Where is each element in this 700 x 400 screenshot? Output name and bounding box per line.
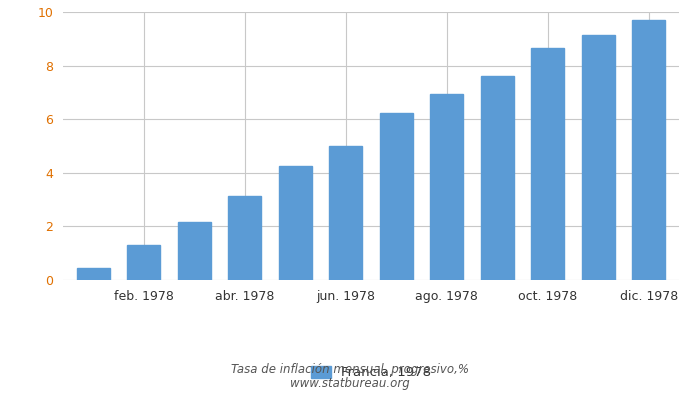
Bar [481, 76, 514, 280]
Text: Tasa de inflación mensual, progresivo,%: Tasa de inflación mensual, progresivo,% [231, 364, 469, 376]
Bar [228, 196, 261, 280]
Bar [531, 48, 564, 280]
Bar [430, 94, 463, 280]
Legend: Francia, 1978: Francia, 1978 [304, 359, 438, 386]
Bar [127, 245, 160, 280]
Bar [279, 166, 312, 280]
Bar [178, 222, 211, 280]
Bar [380, 112, 413, 280]
Text: www.statbureau.org: www.statbureau.org [290, 377, 410, 390]
Bar [329, 146, 362, 280]
Bar [632, 20, 665, 280]
Bar [582, 35, 615, 280]
Bar [77, 268, 110, 280]
